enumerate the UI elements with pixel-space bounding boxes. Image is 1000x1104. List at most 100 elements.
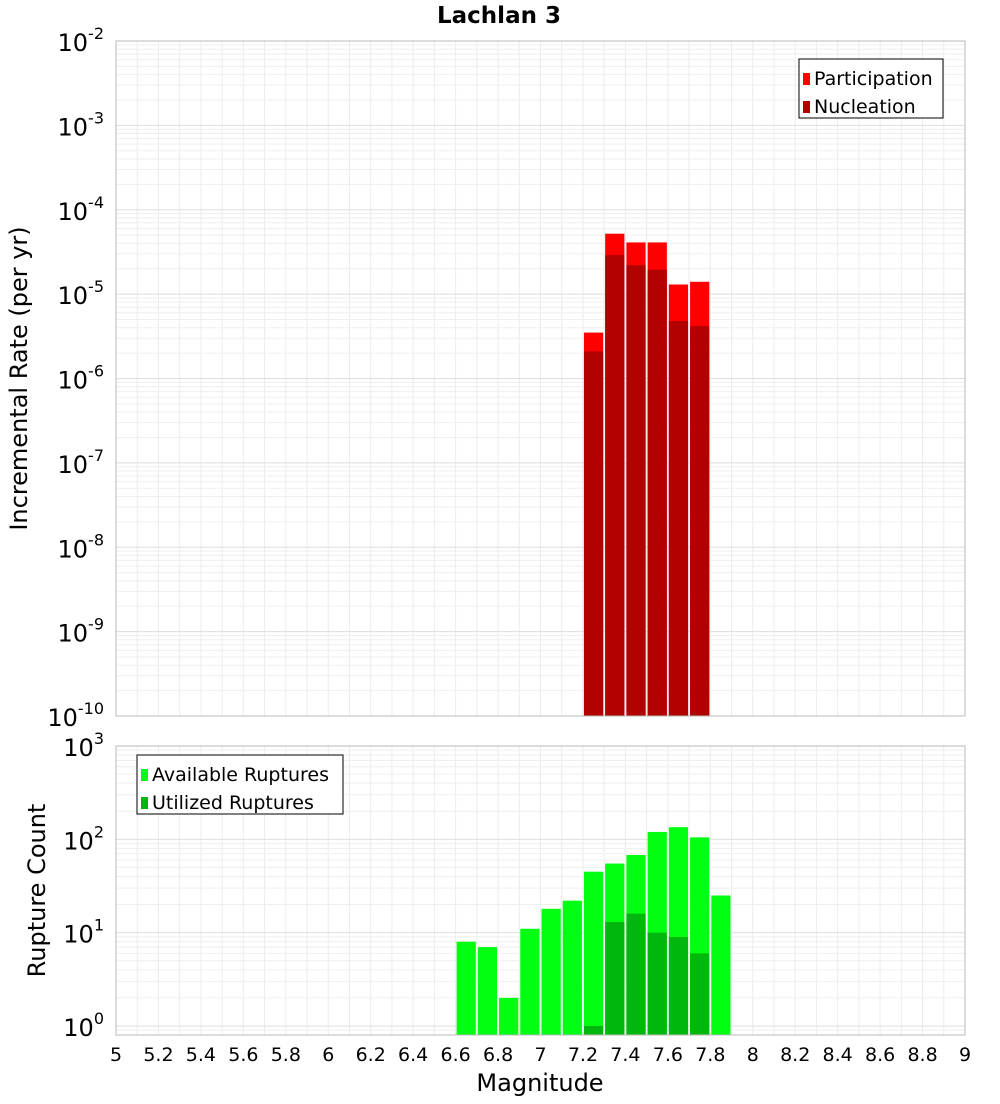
y-tick-base: 10 (58, 282, 89, 310)
legend-swatch (803, 101, 810, 113)
x-tick-label: 6.6 (440, 1044, 470, 1066)
plot-border (115, 40, 966, 717)
y-tick-label: 10-7 (58, 446, 105, 479)
y-tick-exponent: -5 (88, 277, 104, 296)
y-tick-base: 10 (58, 535, 89, 563)
x-axis-label: Magnitude (476, 1069, 603, 1097)
bar-nucleation (647, 269, 667, 716)
x-tick-label: 5.8 (271, 1044, 301, 1066)
bar-available-ruptures (499, 997, 519, 1035)
y-tick-base: 10 (58, 113, 89, 141)
y-axis-label: Incremental Rate (per yr) (5, 226, 33, 530)
y-tick-base: 10 (63, 1014, 94, 1042)
x-tick-label: 7.6 (653, 1044, 683, 1066)
y-tick-exponent: 0 (94, 1009, 104, 1028)
y-tick-exponent: -10 (78, 699, 104, 718)
x-tick-label: 8.2 (780, 1044, 810, 1066)
x-tick-label: 6.4 (398, 1044, 428, 1066)
y-tick-base: 10 (58, 620, 89, 648)
y-tick-label: 10-8 (58, 530, 105, 563)
y-tick-exponent: -3 (88, 108, 104, 127)
y-tick-label: 101 (63, 916, 104, 949)
x-tick-label: 5.4 (186, 1044, 216, 1066)
y-tick-label: 100 (63, 1009, 104, 1042)
x-tick-label: 5.6 (228, 1044, 258, 1066)
legend-box (798, 58, 944, 119)
y-tick-base: 10 (58, 367, 89, 395)
legend-swatch (141, 769, 148, 781)
y-tick-label: 10-9 (58, 615, 105, 648)
y-tick-base: 10 (63, 827, 94, 855)
legend-label: Available Ruptures (152, 764, 329, 786)
legend-label: Participation (814, 68, 933, 90)
y-tick-exponent: -7 (88, 446, 104, 465)
legend-swatch (141, 797, 148, 809)
bar-utilized-ruptures (583, 1025, 604, 1035)
bar-available-ruptures (541, 908, 561, 1035)
bar-utilized-ruptures (626, 913, 646, 1035)
x-tick-label: 7.8 (695, 1044, 725, 1066)
bar-nucleation (690, 325, 710, 716)
bar-available-ruptures (711, 895, 731, 1035)
y-tick-exponent: -9 (88, 615, 104, 634)
legend: Available Ruptures Utilized Ruptures (136, 754, 344, 815)
x-tick-label: 5 (110, 1044, 122, 1066)
y-tick-exponent: -6 (88, 362, 104, 381)
bar-available-ruptures (477, 947, 498, 1035)
x-tick-label: 6.8 (483, 1044, 513, 1066)
x-tick-label: 5.2 (143, 1044, 173, 1066)
y-tick-label: 10-2 (58, 24, 105, 57)
y-tick-base: 10 (63, 734, 94, 762)
y-tick-label: 10-6 (58, 362, 105, 395)
y-tick-exponent: 2 (94, 822, 104, 841)
bar-available-ruptures (520, 928, 540, 1035)
y-tick-label: 103 (63, 729, 104, 762)
y-tick-exponent: -2 (88, 24, 104, 43)
chart-title: Lachlan 3 (437, 3, 561, 29)
legend-label: Nucleation (814, 96, 916, 118)
y-tick-exponent: 1 (94, 916, 104, 935)
legend-label: Utilized Ruptures (152, 792, 314, 814)
bar-utilized-ruptures (647, 932, 667, 1035)
bar-nucleation (626, 265, 646, 716)
legend-box (136, 754, 344, 815)
bar-nucleation (668, 321, 689, 716)
y-tick-exponent: -4 (88, 193, 104, 212)
bar-available-ruptures (583, 871, 604, 1035)
y-tick-label: 10-4 (58, 193, 105, 226)
y-tick-exponent: 3 (94, 729, 104, 748)
legend: Participation Nucleation (798, 58, 944, 119)
y-axis-label: Rupture Count (23, 804, 51, 978)
bar-nucleation (583, 351, 604, 716)
bar-utilized-ruptures (668, 936, 689, 1035)
x-tick-label: 6 (322, 1044, 334, 1066)
plot-border (115, 745, 966, 1036)
y-tick-base: 10 (58, 451, 89, 479)
bar-nucleation (605, 255, 625, 716)
y-tick-label: 10-10 (47, 699, 104, 732)
y-tick-label: 102 (63, 822, 104, 855)
bar-available-ruptures (456, 941, 476, 1035)
bar-utilized-ruptures (605, 922, 625, 1035)
x-tick-label: 7.4 (610, 1044, 640, 1066)
bar-utilized-ruptures (690, 953, 710, 1035)
y-tick-base: 10 (47, 704, 78, 732)
y-tick-base: 10 (58, 198, 89, 226)
y-tick-label: 10-3 (58, 108, 105, 141)
y-tick-base: 10 (63, 921, 94, 949)
x-tick-label: 8 (747, 1044, 759, 1066)
legend-swatch (803, 73, 810, 85)
x-tick-label: 8.8 (907, 1044, 937, 1066)
x-tick-label: 7.2 (568, 1044, 598, 1066)
x-tick-label: 6.2 (356, 1044, 386, 1066)
x-tick-label: 7 (534, 1044, 546, 1066)
x-tick-label: 8.4 (823, 1044, 853, 1066)
y-tick-label: 10-5 (58, 277, 105, 310)
x-tick-label: 9 (959, 1044, 971, 1066)
x-tick-label: 8.6 (865, 1044, 895, 1066)
y-tick-exponent: -8 (88, 530, 104, 549)
bar-available-ruptures (562, 900, 582, 1035)
chart-panel-1: 10-1010-910-810-710-610-510-410-310-2Inc… (5, 24, 966, 732)
